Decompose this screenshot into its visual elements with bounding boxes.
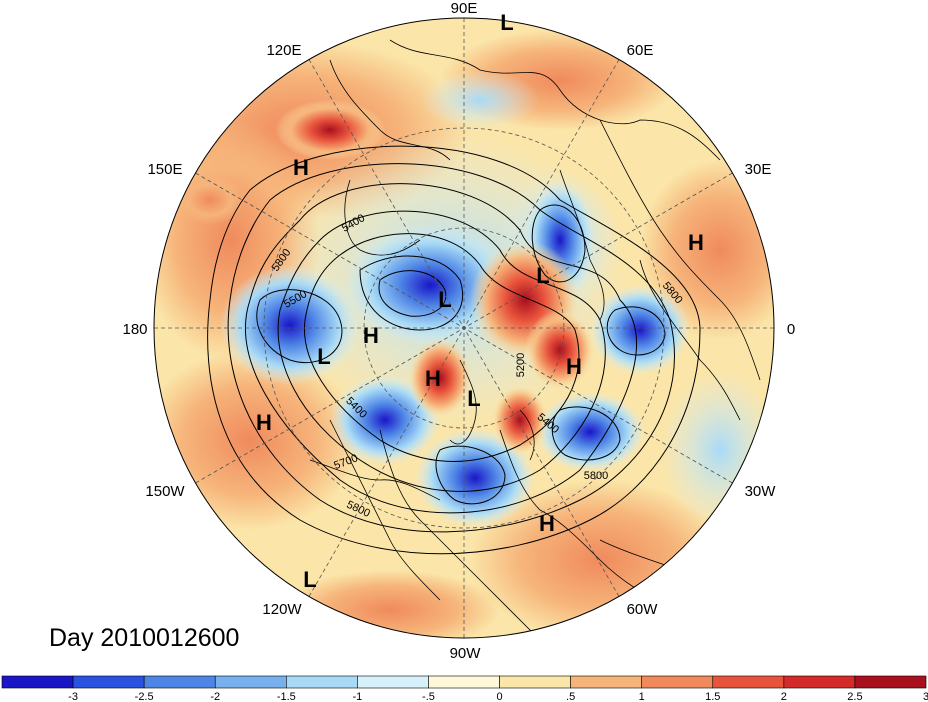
colorbar-tick-label: 0: [496, 691, 502, 702]
colorbar-swatch: [570, 675, 642, 689]
colorbar-tick-label: -2.5: [135, 691, 154, 702]
low-center-marker: L: [317, 344, 330, 369]
lon-label-150e: 150E: [147, 161, 182, 178]
high-center-marker: H: [688, 230, 704, 255]
colorbar-swatch: [854, 675, 927, 689]
colorbar-tick-label: 2: [781, 691, 787, 702]
coastlines: [309, 39, 761, 638]
high-center-marker: H: [566, 354, 582, 379]
high-center-marker: H: [293, 155, 309, 180]
lon-label-90e: 90E: [451, 0, 478, 17]
colorbar-swatch: [72, 675, 145, 689]
colorbar-tick-label: 1: [639, 691, 645, 702]
lon-label-90w: 90W: [450, 645, 482, 662]
lon-label-0: 0: [787, 321, 795, 338]
colorbar-swatch: [286, 675, 358, 689]
high-center-marker: H: [425, 366, 441, 391]
lon-label-30w: 30W: [745, 483, 777, 500]
colorbar-tick-label: -1.5: [277, 691, 296, 702]
height-contours: [207, 145, 701, 555]
map-title: Day 2010012600: [49, 624, 239, 652]
lon-label-60w: 60W: [627, 601, 659, 618]
colorbar: -3 -2.5 -2 -1.5 -1 -.5 0 .5 1 1.5 2 2.5 3: [1, 675, 928, 702]
contour-label: 5800: [584, 470, 608, 482]
low-center-marker: L: [303, 567, 316, 592]
lon-label-120w: 120W: [262, 601, 302, 618]
colorbar-swatch: [143, 675, 216, 689]
high-center-marker: H: [363, 323, 379, 348]
high-center-marker: H: [256, 410, 272, 435]
anomaly-field: [154, 18, 774, 638]
colorbar-tick-label: -3: [68, 691, 78, 702]
lon-label-120e: 120E: [266, 42, 301, 59]
longitude-labels: 90E 120E 60E 150E 30E 180 0 150W 30W 120…: [122, 0, 795, 662]
low-center-marker: L: [438, 287, 451, 312]
pressure-centers: L H L H L H L H L H L H L H L: [256, 10, 704, 592]
colorbar-tick-label: 3: [923, 691, 928, 702]
colorbar-swatch: [783, 675, 856, 689]
high-center-marker: H: [539, 511, 555, 536]
low-center-marker: L: [500, 10, 513, 35]
colorbar-tick-label: 2.5: [847, 691, 862, 702]
colorbar-tick-label: -1: [352, 691, 362, 702]
colorbar-tick-label: .5: [566, 691, 575, 702]
lon-label-180: 180: [122, 321, 147, 338]
lon-label-30e: 30E: [745, 161, 772, 178]
colorbar-tick-label: -2: [210, 691, 220, 702]
colorbar-tick-label: 1.5: [705, 691, 720, 702]
colorbar-swatch: [214, 675, 287, 689]
colorbar-swatch: [712, 675, 785, 689]
colorbar-swatch: [499, 675, 571, 689]
graticule: [154, 18, 774, 638]
colorbar-swatch: [428, 675, 500, 689]
map-boundary: [153, 17, 775, 639]
colorbar-tick-label: -.5: [422, 691, 435, 702]
colorbar-swatch: [1, 675, 74, 689]
lon-label-60e: 60E: [627, 42, 654, 59]
contour-label: 5200: [515, 353, 527, 377]
colorbar-swatch: [357, 675, 429, 689]
lon-label-150w: 150W: [145, 483, 185, 500]
low-center-marker: L: [467, 386, 480, 411]
colorbar-swatch: [641, 675, 714, 689]
low-center-marker: L: [536, 263, 549, 288]
